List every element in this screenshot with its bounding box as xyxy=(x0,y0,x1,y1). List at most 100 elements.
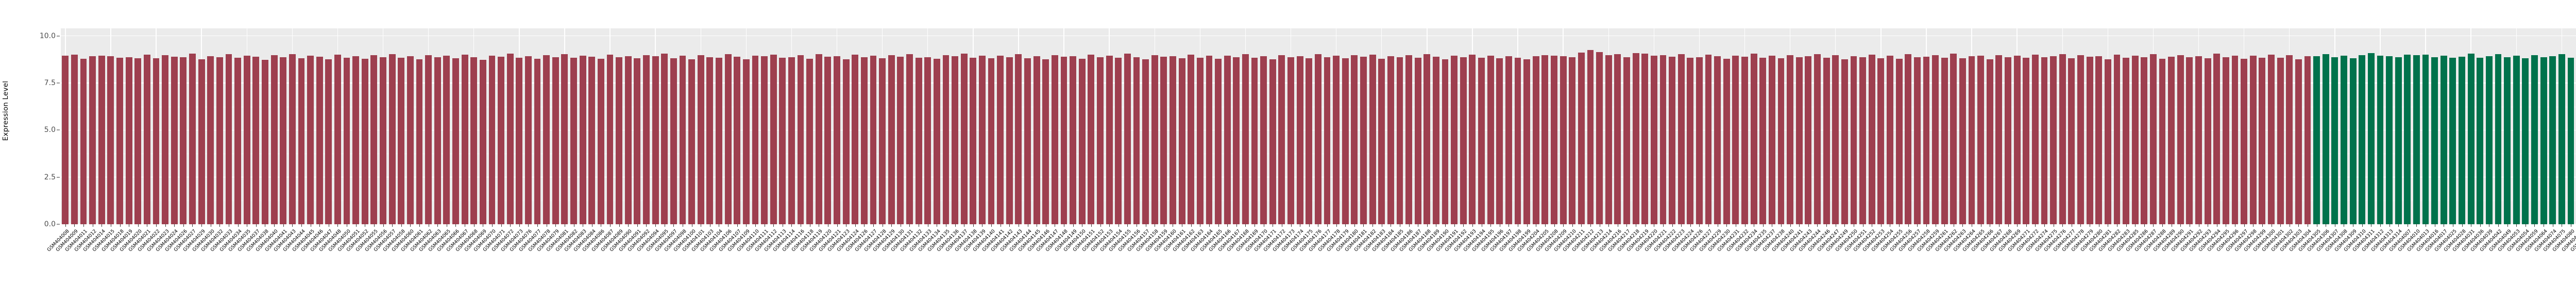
bar xyxy=(1995,55,2003,224)
bar xyxy=(915,58,922,224)
bar xyxy=(761,56,768,224)
x-tick-mark xyxy=(855,224,856,227)
bar xyxy=(316,57,323,224)
bar xyxy=(1905,54,1912,224)
bar xyxy=(2104,59,2111,224)
x-tick-mark xyxy=(528,224,529,227)
bar xyxy=(2068,58,2075,224)
bar xyxy=(2386,56,2393,224)
bar xyxy=(1224,56,1231,224)
x-tick-mark xyxy=(646,224,647,227)
x-tick-mark xyxy=(301,224,302,227)
bar xyxy=(2377,55,2384,224)
x-tick-mark xyxy=(1554,224,1555,227)
x-tick-mark xyxy=(283,224,284,227)
bar xyxy=(189,54,196,224)
bar xyxy=(1895,58,1903,224)
bar xyxy=(1070,56,1077,224)
bar xyxy=(1741,57,1748,224)
x-tick-mark xyxy=(410,224,411,227)
x-tick-mark xyxy=(2162,224,2163,227)
bar xyxy=(1541,55,1549,224)
bar xyxy=(425,55,432,224)
bar xyxy=(788,57,795,224)
bar xyxy=(1469,54,1476,224)
bar xyxy=(1278,55,1285,224)
bar xyxy=(679,56,686,224)
x-tick-mark xyxy=(2298,224,2299,227)
bar xyxy=(2195,56,2202,224)
bar xyxy=(62,55,69,224)
bar xyxy=(552,57,559,224)
x-tick-mark xyxy=(1463,224,1464,227)
bar xyxy=(661,54,668,224)
bar xyxy=(525,56,532,224)
bar xyxy=(2150,54,2157,224)
x-tick-mark xyxy=(2080,224,2081,227)
bar xyxy=(1986,59,1993,224)
x-tick-mark xyxy=(1291,224,1292,227)
x-tick-mark xyxy=(1372,224,1374,227)
bar xyxy=(979,56,986,224)
bar xyxy=(2295,59,2302,224)
bar xyxy=(806,58,814,224)
bar xyxy=(2059,54,2066,224)
bar xyxy=(298,58,305,224)
bar xyxy=(1859,57,1867,224)
bar xyxy=(606,54,614,224)
x-tick-mark xyxy=(1926,224,1927,227)
bar xyxy=(325,59,332,224)
bar xyxy=(2349,58,2357,224)
bar xyxy=(860,57,868,224)
bar xyxy=(1396,57,1403,224)
bar xyxy=(970,57,977,224)
bar xyxy=(1260,56,1267,224)
x-tick-mark xyxy=(138,224,139,227)
bar xyxy=(2404,54,2411,224)
x-tick-mark xyxy=(2480,224,2481,227)
bar xyxy=(1832,55,1839,224)
bar xyxy=(180,57,187,224)
bar xyxy=(1215,59,1222,224)
x-tick-mark xyxy=(1336,224,1337,227)
x-tick-mark xyxy=(1345,224,1346,227)
bar xyxy=(2177,55,2184,224)
bar xyxy=(770,55,777,224)
bar xyxy=(1750,54,1757,224)
x-tick-mark xyxy=(2498,224,2499,227)
bar xyxy=(1269,59,1276,224)
gridline-major xyxy=(61,35,2576,37)
x-tick-mark xyxy=(837,224,838,227)
bar xyxy=(2031,54,2039,224)
x-tick-mark xyxy=(2135,224,2136,227)
bar xyxy=(398,58,405,224)
bar xyxy=(2522,58,2529,224)
bar xyxy=(1233,57,1240,224)
bar xyxy=(716,57,722,224)
bar xyxy=(897,56,904,224)
bar xyxy=(1351,55,1358,224)
bar xyxy=(1868,55,1875,224)
bar xyxy=(952,56,958,224)
x-tick-mark xyxy=(773,224,774,227)
x-tick-mark xyxy=(392,224,393,227)
bar xyxy=(1768,56,1775,224)
bar xyxy=(1414,58,1421,224)
bar xyxy=(1941,57,1948,224)
bar xyxy=(2567,58,2574,224)
bar xyxy=(1669,56,1675,224)
bar xyxy=(234,58,242,224)
bar xyxy=(80,59,87,224)
bar xyxy=(852,54,859,224)
x-tick-mark xyxy=(1880,224,1882,227)
bar xyxy=(2159,59,2166,224)
x-tick-mark xyxy=(1327,224,1328,227)
x-tick-mark xyxy=(2398,224,2399,227)
x-tick-mark xyxy=(1726,224,1727,227)
x-tick-mark xyxy=(374,224,375,227)
x-tick-mark xyxy=(256,224,257,227)
x-tick-mark xyxy=(1209,224,1210,227)
bar xyxy=(352,56,360,224)
bar xyxy=(1596,52,1603,224)
bar xyxy=(988,58,995,224)
